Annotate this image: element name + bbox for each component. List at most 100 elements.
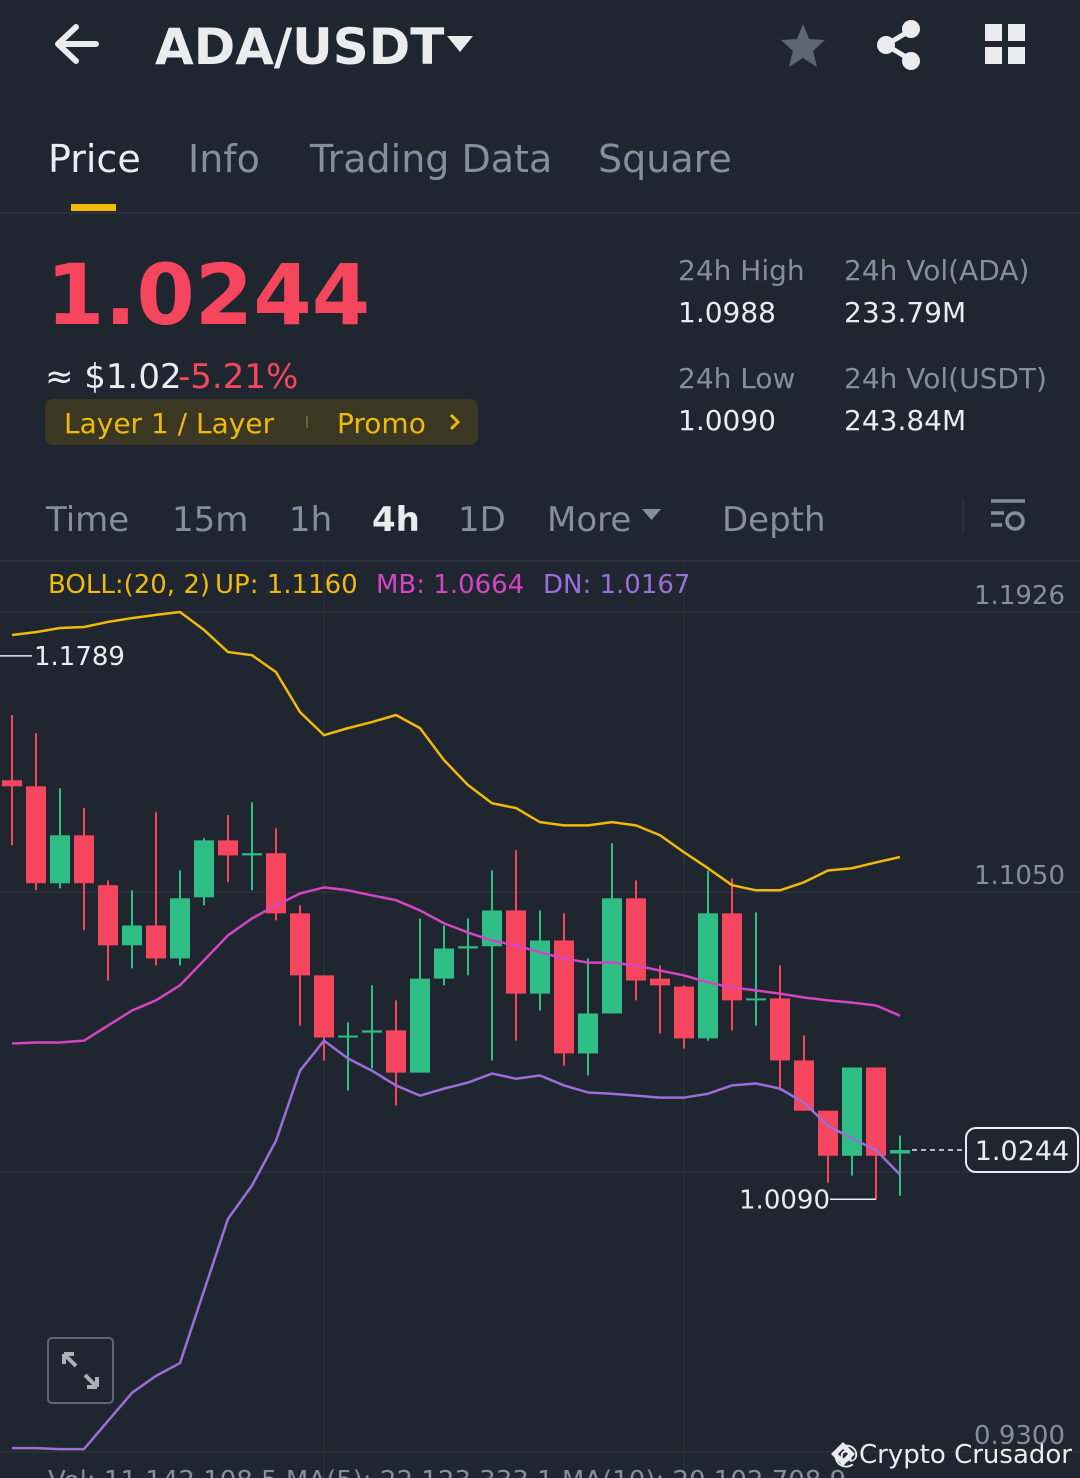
layout-square xyxy=(1008,47,1025,64)
y-tick-label: 0.9300 xyxy=(974,1421,1065,1451)
candle-body xyxy=(410,978,430,1073)
candle-body xyxy=(578,1013,598,1054)
stat-value: 233.79M xyxy=(844,296,966,329)
candle-body xyxy=(362,1030,382,1033)
candle-body xyxy=(314,975,334,1038)
pair-dropdown[interactable] xyxy=(447,36,473,52)
candle-body xyxy=(458,946,478,949)
fullscreen-arrows xyxy=(62,1352,99,1389)
share-dot xyxy=(902,52,920,70)
back-arrow xyxy=(55,24,99,64)
interval[interactable]: More xyxy=(547,500,631,540)
candle-body xyxy=(722,913,742,1001)
layout-icon[interactable] xyxy=(985,24,1025,64)
candle-body xyxy=(338,1035,358,1038)
watermark: @Crypto Crusador xyxy=(833,1440,1072,1470)
candle-body xyxy=(506,910,526,994)
y-tick-label: 1.1050 xyxy=(974,861,1065,891)
price-change: -5.21% xyxy=(178,357,298,397)
candle-body xyxy=(482,910,502,947)
candle-body xyxy=(770,998,790,1061)
candles xyxy=(2,715,910,1200)
pair-title[interactable]: ADA/USDT xyxy=(155,18,444,76)
legend-entry: MB: 1.0664 xyxy=(376,570,524,600)
tab[interactable]: Info xyxy=(188,137,260,181)
candle-body xyxy=(26,786,46,884)
candle-body xyxy=(626,898,646,981)
stat-label: 24h Low xyxy=(678,362,795,395)
candle-body xyxy=(842,1067,862,1156)
candle-body xyxy=(554,940,574,1054)
candle-body xyxy=(194,840,214,898)
bollinger-bands xyxy=(11,610,901,1451)
tag: Layer 1 / Layer xyxy=(64,407,275,440)
layout-square xyxy=(1008,24,1025,41)
candle-body xyxy=(890,1150,910,1154)
fullscreen-button[interactable] xyxy=(47,1337,114,1404)
interval[interactable]: 1h xyxy=(289,500,332,540)
candle-body xyxy=(266,853,286,914)
back-button[interactable] xyxy=(55,24,99,64)
promo-chevron xyxy=(449,413,461,431)
y-tick-label: 1.1926 xyxy=(974,581,1065,611)
tag-bar[interactable]: Layer 1 / Layer Promo xyxy=(45,399,478,445)
candle-body xyxy=(122,925,142,946)
candle-body xyxy=(794,1060,814,1111)
volume-line: Vol: 11,142,108.5 MA(5): 22,123,333.1 MA… xyxy=(48,1466,846,1478)
candle-body xyxy=(146,925,166,959)
candle-body xyxy=(386,1030,406,1073)
interval[interactable]: Time xyxy=(45,500,129,540)
icon-gear xyxy=(1005,511,1025,531)
candle-body xyxy=(98,885,118,946)
max-marker-label: 1.1789 xyxy=(34,642,125,672)
tag-background xyxy=(45,399,478,445)
share-icon[interactable] xyxy=(877,20,920,70)
stat-label: 24h High xyxy=(678,254,805,287)
legend-entry: UP: 1.1160 xyxy=(215,570,358,600)
interval[interactable]: 4h xyxy=(372,500,420,540)
legend-entry: DN: 1.0167 xyxy=(543,570,690,600)
candle-body xyxy=(866,1067,886,1156)
layout-square xyxy=(985,47,1002,64)
last-price-label: 1.0244 xyxy=(975,1136,1069,1167)
candle-body xyxy=(698,913,718,1039)
chart-settings-icon[interactable] xyxy=(991,499,1025,531)
favorite-icon[interactable] xyxy=(781,24,825,67)
candle-body xyxy=(602,898,622,1014)
last-price-box xyxy=(965,1127,1079,1174)
candle-body xyxy=(650,978,670,986)
band-line xyxy=(11,886,901,1045)
more-dropdown[interactable] xyxy=(642,509,661,520)
candle-body xyxy=(434,948,454,979)
candle-body xyxy=(218,840,238,856)
candle-body xyxy=(74,835,94,884)
candle-body xyxy=(746,998,766,1001)
stat-label: 24h Vol(ADA) xyxy=(844,254,1029,287)
tab[interactable]: Price xyxy=(48,137,141,181)
candle-body xyxy=(674,986,694,1039)
min-marker-label: 1.0090 xyxy=(739,1185,830,1215)
tab-indicator xyxy=(71,204,116,211)
interval[interactable]: 1D xyxy=(458,500,506,540)
share-dot xyxy=(902,20,920,38)
candle-body xyxy=(50,835,70,884)
stat-value: 1.0090 xyxy=(678,404,776,437)
tag-divider xyxy=(306,416,308,428)
fullscreen-frame xyxy=(47,1337,114,1404)
tab[interactable]: Square xyxy=(598,137,732,181)
interval[interactable]: 15m xyxy=(172,500,248,540)
stat-value: 243.84M xyxy=(844,404,966,437)
divider xyxy=(0,560,1080,562)
candle-body xyxy=(530,940,550,994)
tab[interactable]: Trading Data xyxy=(309,137,552,181)
divider xyxy=(962,498,964,534)
layout-square xyxy=(985,24,1002,41)
divider xyxy=(0,212,1080,214)
band-line xyxy=(11,610,901,892)
chart-labels: BOLL:(20, 2) 0.9300 1.1050 1.1926 UP: 1.116… xyxy=(0,570,1079,1451)
stat-label: 24h Vol(USDT) xyxy=(844,362,1047,395)
interval[interactable]: Depth xyxy=(722,500,826,540)
candle-body xyxy=(242,853,262,856)
